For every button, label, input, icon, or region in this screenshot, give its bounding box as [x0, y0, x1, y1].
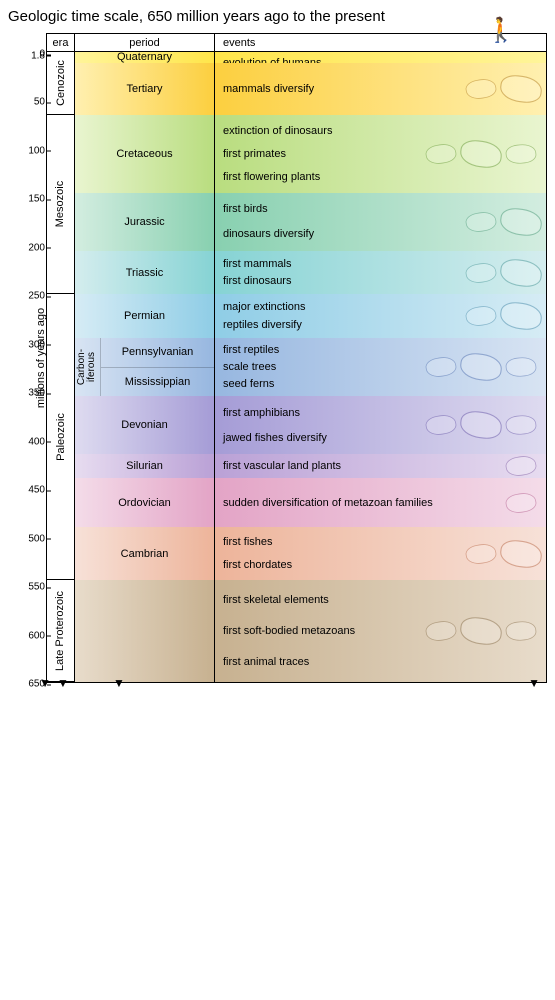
event-text: mammals diversify: [223, 82, 538, 96]
event-block: first fishes first chordates: [215, 527, 546, 580]
era-block: Cenozoic: [47, 52, 74, 115]
period-label: Permian: [124, 310, 165, 322]
era-label: Paleozoic: [55, 413, 67, 461]
era-block: Paleozoic: [47, 294, 74, 580]
events-column: events evolution of humansmammals divers…: [215, 34, 546, 682]
period-arrow-icon: ▼: [113, 676, 125, 690]
event-text: first fishes: [223, 535, 538, 549]
axis-tick: 350: [28, 388, 45, 399]
period-block: Carbon- iferousPennsylvanianMississippia…: [75, 338, 214, 396]
period-label: Tertiary: [126, 83, 162, 95]
axis-tick: 1.8: [31, 50, 45, 61]
geologic-time-scale: Geologic time scale, 650 million years a…: [0, 0, 555, 691]
period-header: period: [75, 34, 214, 52]
period-label: Cambrian: [121, 548, 169, 560]
event-text: first flowering plants: [223, 170, 538, 184]
period-label: Quaternary: [117, 51, 172, 63]
period-label: Devonian: [121, 419, 167, 431]
event-text: reptiles diversify: [223, 318, 538, 332]
era-label: Late Proterozoic: [55, 591, 67, 671]
event-text: first birds: [223, 202, 538, 216]
period-column: period Quaternary Tertiary Cretaceous Juras…: [75, 34, 215, 682]
human-icon: 🚶: [486, 16, 516, 45]
event-text: first amphibians: [223, 406, 538, 420]
event-text: dinosaurs diversify: [223, 227, 538, 241]
event-text: first animal traces: [223, 655, 538, 669]
period-label: Cretaceous: [116, 148, 172, 160]
period-sub-label: Pennsylvanian: [101, 338, 214, 368]
period-label: Ordovician: [118, 497, 171, 509]
event-block: first reptiles scale trees seed ferns: [215, 338, 546, 396]
era-header: era: [47, 34, 74, 52]
event-block: first amphibians jawed fishes diversify: [215, 396, 546, 454]
event-block: extinction of dinosaurs first primates fir…: [215, 115, 546, 193]
event-text: first mammals: [223, 257, 538, 271]
period-block: Cretaceous: [75, 115, 214, 193]
period-block: Triassic: [75, 251, 214, 295]
axis-tick: 100: [28, 145, 45, 156]
event-block: first birds dinosaurs diversify: [215, 193, 546, 251]
events-arrow-icon: ▼: [528, 676, 540, 690]
period-label: Triassic: [126, 267, 163, 279]
era-label: Cenozoic: [55, 60, 67, 106]
event-text: first soft-bodied metazoans: [223, 624, 538, 638]
event-block: evolution of humans: [215, 52, 546, 63]
period-label: Carbon- iferous: [78, 349, 98, 385]
period-block: Tertiary: [75, 63, 214, 115]
event-text: first primates: [223, 147, 538, 161]
event-block: first vascular land plants: [215, 454, 546, 478]
event-text: first vascular land plants: [223, 459, 538, 473]
axis-tick: 200: [28, 242, 45, 253]
event-block: major extinctions reptiles diversify: [215, 294, 546, 338]
period-block: Quaternary: [75, 52, 214, 63]
period-sub-label: Mississippian: [101, 368, 214, 397]
axis-tick: 400: [28, 436, 45, 447]
event-block: sudden diversification of metazoan famil…: [215, 478, 546, 526]
era-arrow-icon: ▼: [57, 676, 69, 690]
axis-tick: 150: [28, 194, 45, 205]
era-column: era Cenozoic Mesozoic Paleozoic Late Proter…: [47, 34, 75, 682]
axis-tick: 300: [28, 339, 45, 350]
period-block: Ordovician: [75, 478, 214, 526]
period-block: Permian: [75, 294, 214, 338]
axis-tick: 550: [28, 582, 45, 593]
event-text: first skeletal elements: [223, 593, 538, 607]
period-block: Devonian: [75, 396, 214, 454]
axis-tick: 50: [34, 97, 45, 108]
chart-title: Geologic time scale, 650 million years a…: [8, 8, 547, 25]
event-text: first chordates: [223, 558, 538, 572]
era-block: Late Proterozoic: [47, 580, 74, 682]
event-block: first mammals first dinosaurs: [215, 251, 546, 295]
era-block: Mesozoic: [47, 115, 74, 294]
axis-tick: 600: [28, 630, 45, 641]
event-text: major extinctions: [223, 300, 538, 314]
axis-tick: 450: [28, 485, 45, 496]
period-label: Jurassic: [124, 216, 164, 228]
period-block: Silurian: [75, 454, 214, 478]
era-label: Mesozoic: [55, 181, 67, 227]
period-label: Silurian: [126, 460, 163, 472]
period-block: Jurassic: [75, 193, 214, 251]
event-text: first dinosaurs: [223, 274, 538, 288]
chart-area: 🚶 millions of years ago 01.8501001502002…: [46, 33, 547, 683]
event-text: evolution of humans: [223, 56, 538, 63]
axis-tick: 500: [28, 533, 45, 544]
y-axis: millions of years ago 01.850100150200250…: [9, 34, 47, 682]
event-text: extinction of dinosaurs: [223, 124, 538, 138]
event-block: mammals diversify: [215, 63, 546, 115]
event-text: first reptiles: [223, 343, 538, 357]
event-text: sudden diversification of metazoan famil…: [223, 496, 538, 510]
period-block: [75, 580, 214, 682]
period-block: Cambrian: [75, 527, 214, 580]
event-text: scale trees: [223, 360, 538, 374]
event-text: seed ferns: [223, 377, 538, 391]
axis-tick: 250: [28, 291, 45, 302]
event-text: jawed fishes diversify: [223, 431, 538, 445]
event-block: first skeletal elements first soft-bodied…: [215, 580, 546, 682]
